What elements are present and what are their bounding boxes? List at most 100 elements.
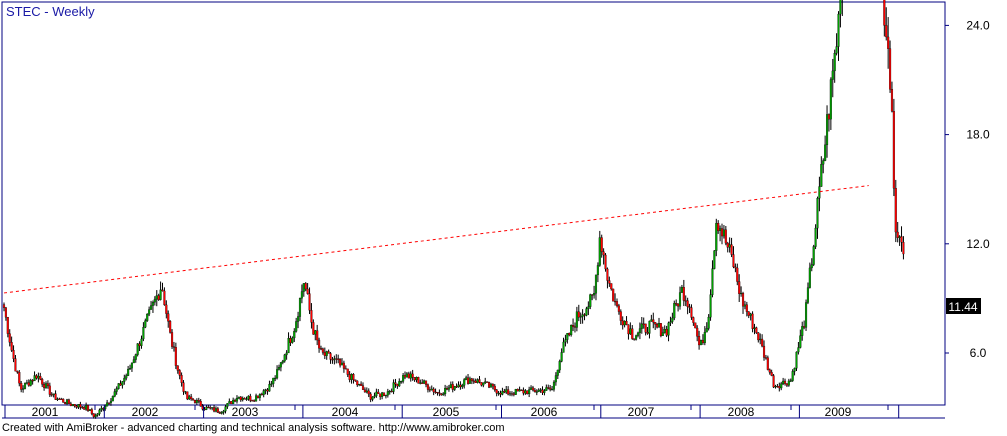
candle <box>766 355 769 371</box>
candle-body <box>652 319 655 323</box>
candle-body <box>272 377 275 384</box>
candle <box>159 281 162 301</box>
candle-body <box>556 369 559 376</box>
candle <box>738 274 741 302</box>
candle-body <box>174 347 177 366</box>
candle-body <box>417 377 420 384</box>
candle <box>810 258 813 272</box>
candle-body <box>759 338 762 341</box>
candle <box>386 388 389 398</box>
candle-body <box>251 400 254 402</box>
candle <box>638 322 641 340</box>
candle-body <box>499 392 502 395</box>
candle <box>371 396 374 402</box>
candle-body <box>661 332 664 337</box>
x-tick-label: 2001 <box>32 405 59 419</box>
candle-body <box>889 48 892 90</box>
candle-body <box>172 346 176 348</box>
candle <box>205 405 208 411</box>
candle <box>360 381 363 386</box>
candle <box>190 393 193 401</box>
candle-body <box>6 317 9 334</box>
candle-body <box>726 242 729 248</box>
candle-body <box>537 389 540 392</box>
candle-body <box>497 392 500 394</box>
candle-body <box>314 330 317 335</box>
candle-body <box>415 377 418 381</box>
candle-body <box>253 400 256 402</box>
candle-body <box>822 160 825 165</box>
candle <box>2 302 6 312</box>
candle <box>128 364 132 370</box>
candle-body <box>325 351 328 356</box>
candle <box>615 298 619 308</box>
candle-body <box>50 394 53 396</box>
candle-body <box>302 283 305 292</box>
candle-body <box>552 381 556 390</box>
candle <box>22 385 25 393</box>
candle-body <box>587 306 590 309</box>
candle-body <box>633 338 636 340</box>
candle-body <box>10 342 13 351</box>
candle-body <box>615 301 619 306</box>
candle <box>146 313 149 322</box>
candle-body <box>188 396 191 400</box>
candle-body <box>508 393 512 395</box>
candle <box>816 196 819 239</box>
candle <box>896 221 899 243</box>
candle-body <box>235 397 239 402</box>
candle <box>77 404 80 410</box>
candle-body <box>382 392 386 397</box>
candle <box>167 310 170 328</box>
candle <box>829 77 832 130</box>
candle <box>818 176 821 212</box>
candle-body <box>277 367 281 370</box>
candle-body <box>705 328 708 333</box>
candle <box>258 393 261 401</box>
candle-body <box>684 300 687 302</box>
candle <box>392 379 395 395</box>
candle-body <box>461 385 464 388</box>
candle <box>276 365 279 380</box>
candle <box>83 405 86 410</box>
candle-body <box>279 362 282 368</box>
candle-body <box>755 327 758 333</box>
candle <box>772 373 775 389</box>
candle-body <box>39 375 42 380</box>
candle-body <box>81 406 84 409</box>
candle-body <box>176 365 179 371</box>
candle-body <box>232 399 235 405</box>
candle-body <box>478 379 481 383</box>
candle <box>894 179 897 243</box>
candle-body <box>730 244 733 255</box>
candle <box>604 253 607 272</box>
candle <box>438 389 441 397</box>
candle <box>218 411 221 414</box>
candle-body <box>409 373 412 379</box>
candle-body <box>297 316 300 322</box>
candle-body <box>583 314 586 316</box>
candle-body <box>757 332 760 341</box>
candle <box>791 369 794 382</box>
x-axis: 2001 2002 2003 2004 2005 2006 2007 2008 2009 <box>4 405 900 419</box>
candle <box>549 384 552 392</box>
candle <box>306 283 309 295</box>
candle-body <box>67 399 70 404</box>
candle <box>482 382 485 388</box>
candle <box>566 332 569 344</box>
last-price-marker <box>946 298 981 314</box>
candle-body <box>564 339 567 343</box>
candle-body <box>442 393 445 396</box>
candle <box>73 404 76 408</box>
candle <box>640 317 643 334</box>
candle-body <box>575 311 578 328</box>
candle <box>678 286 682 310</box>
candle-body <box>560 352 563 362</box>
candle-body <box>167 313 170 322</box>
candle <box>216 406 219 414</box>
candle-body <box>507 389 510 395</box>
candle-body <box>432 388 435 393</box>
candle-body <box>493 385 496 390</box>
candle-body <box>709 294 712 318</box>
candle-body <box>41 379 44 385</box>
